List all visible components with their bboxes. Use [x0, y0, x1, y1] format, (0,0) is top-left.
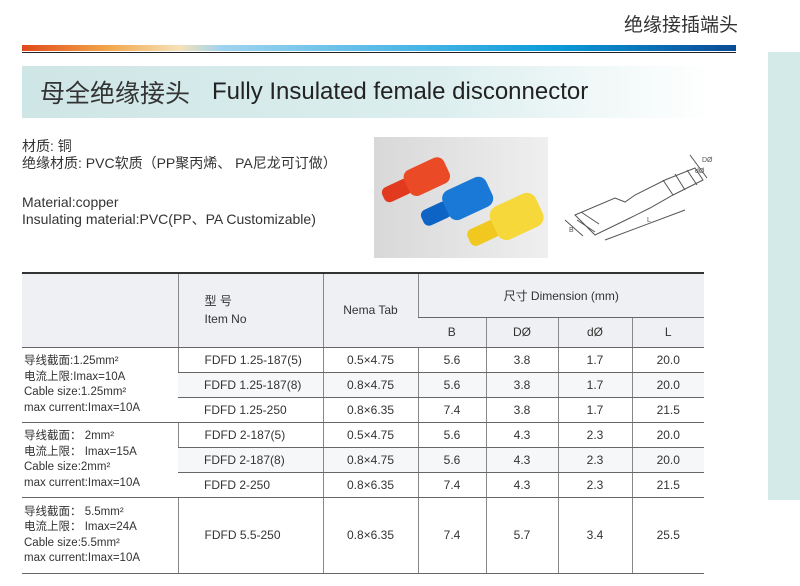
nema-tab: 0.8×6.35: [322, 397, 418, 423]
header-item-zh: 型 号: [204, 294, 232, 309]
table-row: FDFD 2-187(8) 0.8×4.75 5.6 4.3 2.3 20.0: [22, 447, 704, 473]
dim-D: 4.3: [485, 422, 558, 448]
dim-B: 7.4: [417, 397, 486, 423]
item-no: FDFD 1.25-187(5): [177, 347, 323, 373]
cable-spec-line: 导线截面： 5.5mm²: [24, 505, 124, 518]
header-B: B: [418, 317, 486, 348]
title-en: Fully Insulated female disconnector: [212, 78, 589, 105]
dim-B: 5.6: [417, 372, 486, 398]
item-no: FDFD 5.5-250: [177, 497, 323, 574]
dim-d: 3.4: [557, 497, 632, 574]
item-no: FDFD 2-187(8): [178, 447, 323, 473]
header-blank: [22, 272, 178, 348]
table-row: FDFD 2-250 0.8×6.35 7.4 4.3 2.3 21.5: [22, 472, 704, 498]
dim-L: 21.5: [631, 472, 704, 498]
item-no: FDFD 1.25-187(8): [178, 372, 323, 398]
cable-spec-line: Cable size:2mm²: [24, 461, 111, 473]
cable-spec-line: 电流上限： Imax=15A: [24, 445, 137, 458]
dim-D: 3.8: [485, 372, 558, 398]
dimension-drawing: DØ dØ B L: [564, 154, 713, 241]
section-title-bar: 母全绝缘接头 Fully Insulated female disconnect…: [22, 66, 712, 118]
dim-D: 4.3: [485, 447, 558, 473]
dim-d: 2.3: [557, 422, 632, 448]
cable-spec-line: max current:Imax=10A: [24, 476, 141, 489]
dim-D: 4.3: [485, 472, 558, 498]
dim-D: 5.7: [485, 497, 558, 574]
dim-d: 1.7: [557, 397, 632, 423]
dim-d: 2.3: [557, 472, 632, 498]
header-item-en: Item No: [204, 312, 247, 327]
header-D: DØ: [485, 317, 558, 348]
dim-B: 7.4: [417, 472, 486, 498]
cable-spec: 导线截面:1.25mm² 电流上限:Imax=10A Cable size:1.25…: [22, 347, 178, 423]
dim-d: 2.3: [557, 447, 632, 473]
cable-spec-line: Cable size:5.5mm²: [24, 536, 120, 549]
cable-spec-line: 导线截面： 2mm²: [24, 430, 115, 442]
category-title: 绝缘接插端头: [623, 15, 738, 36]
material-info: 材质: 铜 绝缘材质: PVC软质（PP聚丙烯、 PA尼龙可订做） Materi…: [22, 138, 337, 228]
cable-spec-line: 导线截面:1.25mm²: [24, 355, 119, 367]
table-row: FDFD 1.25-187(8) 0.8×4.75 5.6 3.8 1.7 20.0: [22, 372, 704, 398]
label-D: DØ: [702, 157, 713, 164]
header-d: dØ: [557, 317, 632, 348]
nema-tab: 0.5×4.75: [322, 422, 418, 448]
cable-spec-line: 电流上限： Imax=24A: [24, 521, 137, 533]
header-L: L: [631, 317, 704, 348]
dim-d: 1.7: [557, 347, 632, 373]
insulation-en: Insulating material:PVC(PP、PA Customizab…: [22, 211, 316, 227]
item-no: FDFD 2-187(5): [177, 422, 323, 448]
nema-tab: 0.5×4.75: [322, 347, 418, 373]
cable-spec: 导线截面： 5.5mm² 电流上限： Imax=24A Cable size:5.5…: [22, 497, 178, 574]
divider-line: [22, 52, 736, 53]
spec-table: 型 号 Item No Nema Tab 尺寸 Dimension (mm) B …: [22, 272, 704, 574]
table-row: 导线截面： 5.5mm² 电流上限： Imax=24A Cable size:5.5…: [22, 497, 704, 574]
nema-tab: 0.8×4.75: [322, 372, 418, 398]
cable-spec-line: Cable size:1.25mm²: [24, 386, 127, 398]
dim-B: 5.6: [417, 347, 486, 373]
table-row: 导线截面:1.25mm² 电流上限:Imax=10A Cable size:1.25…: [22, 347, 704, 423]
cable-spec: 导线截面： 2mm² 电流上限： Imax=15A Cable size:2mm² m…: [22, 422, 178, 498]
nema-tab: 0.8×6.35: [322, 472, 418, 498]
dim-B: 7.4: [417, 497, 486, 574]
product-photo: [374, 137, 548, 258]
dim-B: 5.6: [417, 447, 486, 473]
nema-tab: 0.8×6.35: [322, 497, 418, 574]
material-en: Material:copper: [22, 194, 119, 210]
item-no: FDFD 2-250: [178, 472, 323, 498]
header-nema: Nema Tab: [322, 272, 418, 348]
nema-tab: 0.8×4.75: [322, 447, 418, 473]
title-zh: 母全绝缘接头: [40, 80, 191, 108]
dim-D: 3.8: [485, 397, 558, 423]
table-row: 导线截面： 2mm² 电流上限： Imax=15A Cable size:2mm² m…: [22, 422, 704, 498]
header-dimension: 尺寸 Dimension (mm): [417, 272, 704, 318]
cable-spec-line: max current:Imax=10A: [24, 552, 141, 564]
header-item: 型 号 Item No: [177, 272, 323, 348]
label-d: dØ: [695, 168, 705, 175]
side-panel: [768, 52, 800, 500]
insulation-zh: 绝缘材质: PVC软质（PP聚丙烯、 PA尼龙可订做）: [22, 155, 337, 171]
gradient-divider: [22, 45, 736, 51]
dim-L: 20.0: [631, 347, 704, 373]
table-row: FDFD 1.25-250 0.8×6.35 7.4 3.8 1.7 21.5: [22, 397, 704, 423]
dim-B: 5.6: [417, 422, 486, 448]
dim-D: 3.8: [485, 347, 558, 373]
dim-L: 21.5: [631, 397, 704, 423]
dim-L: 20.0: [631, 372, 704, 398]
label-B: B: [569, 227, 574, 234]
dim-L: 25.5: [631, 497, 704, 574]
item-no: FDFD 1.25-250: [178, 397, 323, 423]
cable-spec-line: max current:Imax=10A: [24, 401, 141, 414]
dim-L: 20.0: [631, 422, 704, 448]
label-L: L: [647, 217, 651, 224]
dim-L: 20.0: [631, 447, 704, 473]
dim-d: 1.7: [557, 372, 632, 398]
cable-spec-line: 电流上限:Imax=10A: [24, 370, 126, 383]
material-zh: 材质: 铜: [22, 138, 72, 154]
